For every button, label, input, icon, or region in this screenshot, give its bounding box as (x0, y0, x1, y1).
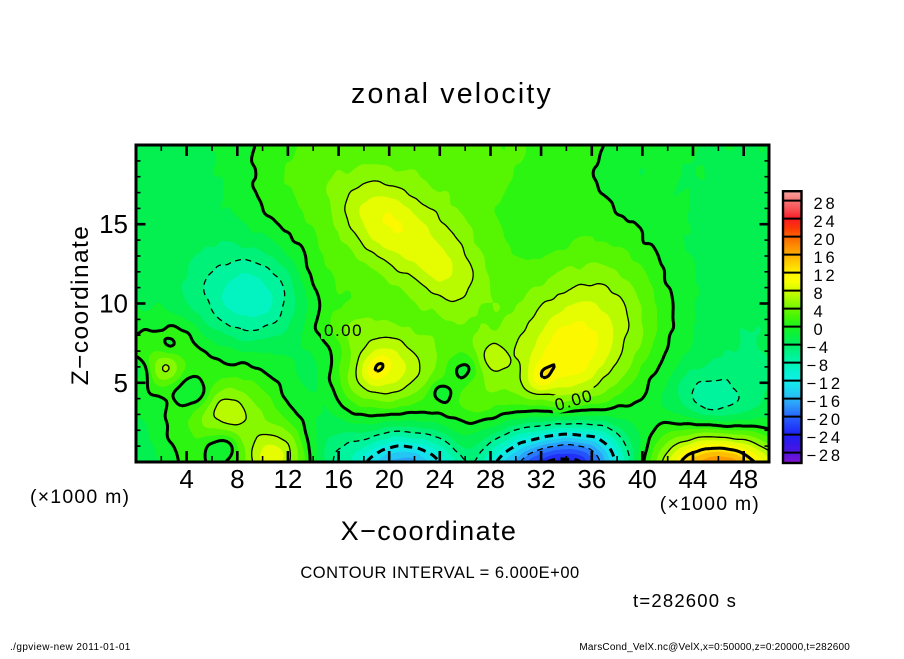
svg-text:10: 10 (99, 289, 128, 319)
svg-text:−8: −8 (807, 357, 831, 375)
svg-text:−4: −4 (807, 339, 831, 357)
svg-text:8: 8 (814, 285, 826, 303)
svg-text:zonal velocity: zonal velocity (351, 78, 553, 110)
svg-text:−20: −20 (807, 411, 843, 429)
svg-text:15: 15 (99, 209, 128, 239)
svg-text:16: 16 (814, 249, 838, 267)
svg-text:28: 28 (476, 464, 505, 494)
svg-text:44: 44 (679, 464, 708, 494)
svg-text:16: 16 (324, 464, 353, 494)
svg-text:−12: −12 (807, 375, 843, 393)
svg-text:20: 20 (814, 231, 838, 249)
svg-text:36: 36 (577, 464, 606, 494)
svg-text:48: 48 (729, 464, 758, 494)
svg-text:0.00: 0.00 (324, 321, 363, 340)
svg-text:CONTOUR INTERVAL = 6.000E+00: CONTOUR INTERVAL = 6.000E+00 (300, 564, 579, 582)
svg-text:12: 12 (273, 464, 302, 494)
svg-text:4: 4 (179, 464, 193, 494)
svg-text:12: 12 (814, 267, 838, 285)
svg-text:28: 28 (814, 195, 838, 213)
svg-text:−16: −16 (807, 393, 843, 411)
svg-text:20: 20 (375, 464, 404, 494)
svg-text:(×1000 m): (×1000 m) (30, 486, 130, 508)
svg-text:MarsCond_VelX.nc@VelX,x=0:5000: MarsCond_VelX.nc@VelX,x=0:50000,z=0:2000… (579, 642, 850, 653)
svg-text:4: 4 (814, 303, 826, 321)
svg-text:t=282600 s: t=282600 s (633, 590, 737, 611)
svg-text:./gpview-new 2011-01-01: ./gpview-new 2011-01-01 (10, 642, 131, 653)
svg-text:0: 0 (814, 321, 826, 339)
svg-text:Z−coordinate: Z−coordinate (67, 225, 94, 386)
svg-text:32: 32 (527, 464, 556, 494)
svg-text:5: 5 (114, 368, 128, 398)
svg-text:(×1000 m): (×1000 m) (660, 493, 760, 515)
svg-text:8: 8 (230, 464, 244, 494)
svg-text:24: 24 (814, 213, 838, 231)
svg-text:40: 40 (628, 464, 657, 494)
svg-text:24: 24 (425, 464, 454, 494)
svg-text:X−coordinate: X−coordinate (341, 516, 518, 546)
svg-text:−28: −28 (807, 447, 843, 465)
svg-text:−24: −24 (807, 429, 843, 447)
